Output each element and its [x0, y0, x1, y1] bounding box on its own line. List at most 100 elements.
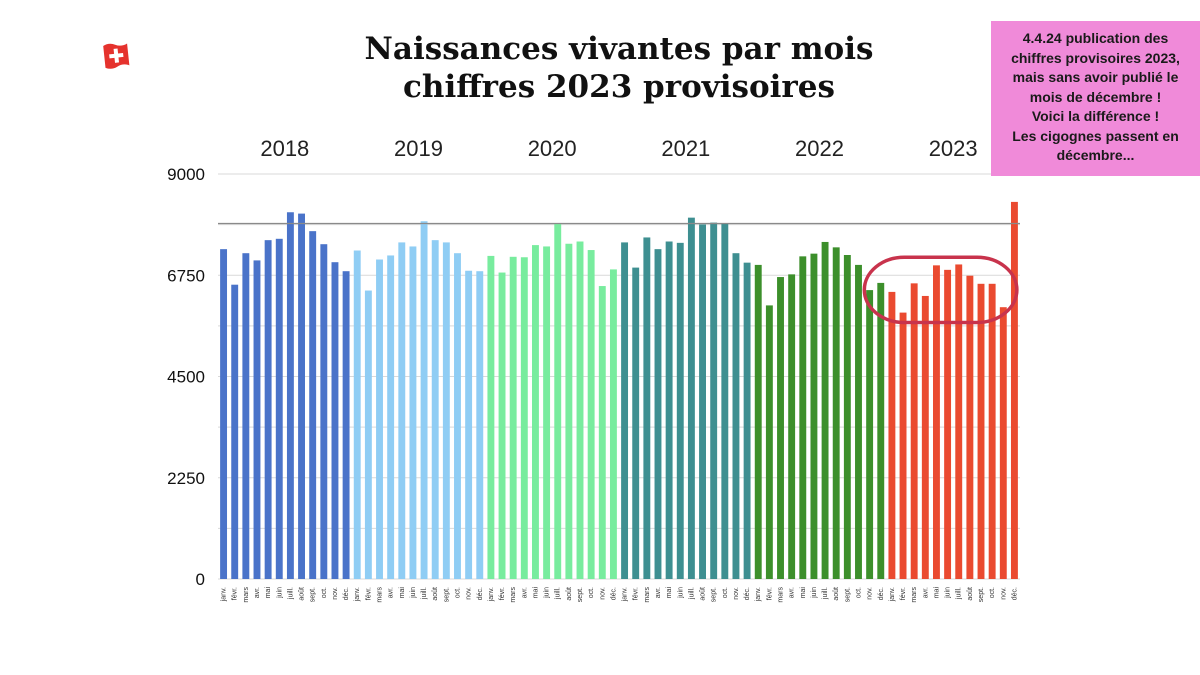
bar: [454, 253, 461, 579]
month-label: juin: [945, 587, 952, 599]
note-line: Voici la différence !: [1031, 108, 1160, 124]
month-label: juill.: [287, 587, 294, 600]
month-label: oct.: [454, 587, 461, 598]
month-label: févr.: [365, 587, 372, 600]
bar: [286, 212, 294, 579]
month-label: sept.: [978, 587, 985, 602]
month-label: juin: [677, 587, 684, 599]
bar: [977, 283, 985, 579]
month-label: nov.: [1000, 587, 1007, 600]
bar: [933, 265, 940, 579]
month-label: mai: [933, 587, 940, 599]
year-label: 2021: [661, 136, 710, 161]
bar: [387, 255, 395, 579]
chart-title-line-1: Naissances vivantes par mois: [365, 31, 874, 67]
month-label: sept.: [310, 587, 317, 602]
bar: [777, 277, 784, 579]
bar: [676, 242, 684, 579]
bar: [487, 255, 495, 579]
bar: [799, 256, 807, 579]
month-label: janv.: [488, 587, 495, 602]
bar: [476, 271, 484, 579]
month-label: févr.: [499, 587, 506, 600]
annotation-note: 4.4.24 publication des chiffres provisoi…: [991, 21, 1200, 176]
bar: [832, 247, 840, 579]
bar: [721, 223, 729, 579]
month-label: oct.: [855, 587, 862, 598]
month-label: mai: [532, 587, 539, 599]
month-label: oct.: [989, 587, 996, 598]
month-label: avr.: [254, 587, 261, 598]
month-label: nov.: [332, 587, 339, 600]
month-label: mai: [399, 587, 406, 599]
month-label: août: [566, 587, 573, 601]
bar: [743, 262, 751, 579]
month-label: juill.: [555, 587, 562, 600]
bar: [409, 246, 417, 579]
bar: [765, 305, 773, 579]
chart-title-line-2: chiffres 2023 provisoires: [403, 69, 835, 105]
month-label: juill.: [956, 587, 963, 600]
month-label: oct.: [321, 587, 328, 598]
month-label: août: [700, 587, 707, 601]
month-label: août: [967, 587, 974, 601]
month-label: févr.: [900, 587, 907, 600]
year-label: 2022: [795, 136, 844, 161]
month-label: janv.: [221, 587, 228, 602]
swiss-flag-icon: [103, 43, 130, 69]
bar: [843, 255, 851, 579]
month-label: déc.: [477, 587, 484, 600]
month-label: avr.: [922, 587, 929, 598]
bar: [275, 238, 283, 580]
bar: [665, 241, 673, 579]
y-tick-label: 6750: [167, 266, 205, 285]
bar: [576, 241, 584, 579]
year-labels: 2018 2019 2020 2021 2022 2023: [260, 136, 977, 161]
month-label: mars: [510, 587, 517, 603]
bar: [888, 291, 896, 579]
month-label: juin: [544, 587, 551, 599]
bar: [598, 286, 606, 579]
gridlines: [218, 173, 1020, 580]
month-label: nov.: [867, 587, 874, 600]
month-label: nov.: [466, 587, 473, 600]
month-label: avr.: [521, 587, 528, 598]
month-label: mai: [666, 587, 673, 599]
bar: [609, 269, 617, 579]
bar: [353, 250, 361, 579]
month-label: janv.: [354, 587, 361, 602]
month-label: nov.: [733, 587, 740, 600]
bar: [331, 262, 339, 579]
overlays: [218, 222, 1020, 325]
month-label: déc.: [744, 587, 751, 600]
month-label: mars: [377, 587, 384, 603]
bar: [899, 312, 907, 579]
bar: [498, 272, 506, 579]
month-label: déc.: [610, 587, 617, 600]
bar: [431, 240, 439, 579]
month-label: déc.: [1011, 587, 1018, 600]
month-label: juin: [811, 587, 818, 599]
year-label: 2019: [394, 136, 443, 161]
month-label: sept.: [844, 587, 851, 602]
year-label: 2018: [260, 136, 309, 161]
bar: [320, 244, 328, 579]
month-label: févr.: [633, 587, 640, 600]
month-label: avr.: [789, 587, 796, 598]
month-label: janv.: [889, 587, 896, 602]
note-line: mois de décembre !: [1029, 88, 1162, 105]
y-tick-label: 2250: [167, 469, 205, 488]
bar: [309, 231, 317, 579]
bar: [632, 267, 640, 579]
bar: [264, 240, 272, 579]
month-label: mai: [800, 587, 807, 599]
bar: [988, 283, 996, 579]
bar: [565, 243, 573, 579]
bar: [877, 282, 885, 579]
month-label: mars: [778, 587, 785, 603]
month-label: mars: [243, 587, 250, 603]
month-label: nov.: [599, 587, 606, 600]
month-label: févr.: [232, 587, 239, 600]
bar: [910, 283, 918, 579]
bar: [810, 253, 818, 579]
